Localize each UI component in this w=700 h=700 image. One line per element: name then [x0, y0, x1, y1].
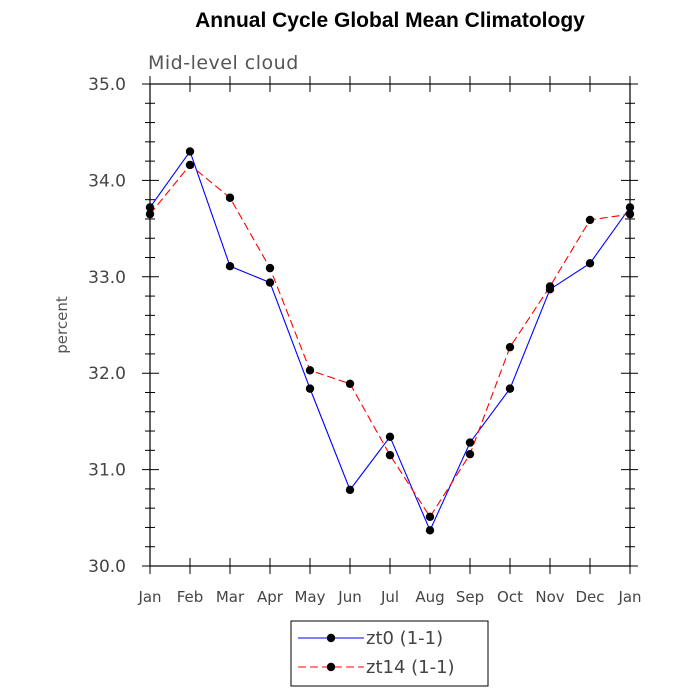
data-point-series-1 — [425, 512, 435, 522]
x-tick-label: Mar — [216, 588, 245, 606]
data-point-series-0 — [185, 147, 195, 156]
x-axis-tick-labels: Jan Feb Mar Apr May Jun Jul Aug Sep Oct Nov Dec Jan — [137, 588, 641, 606]
data-point-series-1 — [465, 449, 475, 459]
data-point-series-1 — [225, 193, 235, 202]
data-point-series-0 — [225, 261, 235, 271]
series-line-0 — [149, 150, 631, 532]
y-tick-label: 34.0 — [88, 171, 126, 191]
data-point-series-0 — [305, 384, 315, 393]
legend-marker-0 — [326, 633, 336, 643]
data-point-series-0 — [145, 203, 155, 212]
y-axis-label: percent — [53, 296, 71, 354]
data-point-series-1 — [345, 379, 355, 389]
data-point-series-1 — [265, 263, 275, 273]
x-tick-label: Oct — [497, 588, 523, 606]
data-point-series-0 — [425, 526, 435, 535]
data-point-series-0 — [345, 485, 355, 495]
legend-box — [290, 620, 489, 687]
data-point-series-1 — [305, 366, 315, 375]
legend: zt0 (1-1) zt14 (1-1) — [290, 620, 489, 687]
data-point-series-0 — [385, 432, 395, 442]
y-tick-label: 35.0 — [88, 75, 126, 95]
data-point-series-1 — [185, 160, 195, 170]
data-point-series-1 — [385, 450, 395, 460]
data-point-series-1 — [585, 215, 595, 225]
legend-label-0: zt0 (1-1) — [366, 628, 443, 649]
legend-label-1: zt14 (1-1) — [366, 657, 455, 678]
data-point-series-0 — [625, 203, 635, 212]
legend-marker-1 — [326, 662, 336, 672]
chart-title: Annual Cycle Global Mean Climatology — [195, 9, 585, 32]
x-tick-label: Dec — [575, 588, 604, 606]
data-point-series-1 — [145, 209, 155, 219]
x-tick-label: Nov — [535, 588, 564, 606]
y-axis-tick-labels: 30.0 31.0 32.0 33.0 34.0 35.0 — [88, 75, 126, 577]
data-point-series-0 — [585, 259, 595, 268]
x-tick-label: Jan — [137, 588, 161, 606]
data-point-series-0 — [465, 438, 475, 447]
x-tick-label: Sep — [456, 588, 484, 606]
x-tick-label: Aug — [415, 588, 444, 606]
y-tick-label: 33.0 — [88, 268, 126, 288]
series-layer — [145, 147, 635, 535]
plot-frame — [149, 83, 631, 567]
chart-subtitle: Mid-level cloud — [148, 52, 299, 74]
x-tick-label: Feb — [177, 588, 204, 606]
data-point-series-1 — [505, 342, 515, 352]
x-tick-label: Jan — [617, 588, 641, 606]
x-tick-label: Jun — [337, 588, 361, 606]
y-tick-label: 30.0 — [88, 557, 126, 577]
data-point-series-0 — [265, 278, 275, 287]
y-tick-label: 31.0 — [88, 461, 126, 481]
data-point-series-1 — [545, 282, 555, 291]
x-tick-label: Jul — [380, 588, 399, 606]
y-tick-label: 32.0 — [88, 364, 126, 384]
data-point-series-1 — [625, 209, 635, 219]
x-tick-label: May — [294, 588, 325, 606]
minor-ticks — [145, 102, 635, 548]
x-tick-label: Apr — [257, 588, 284, 606]
data-point-series-0 — [505, 384, 515, 393]
major-ticks — [142, 76, 638, 574]
series-line-1 — [149, 164, 631, 518]
